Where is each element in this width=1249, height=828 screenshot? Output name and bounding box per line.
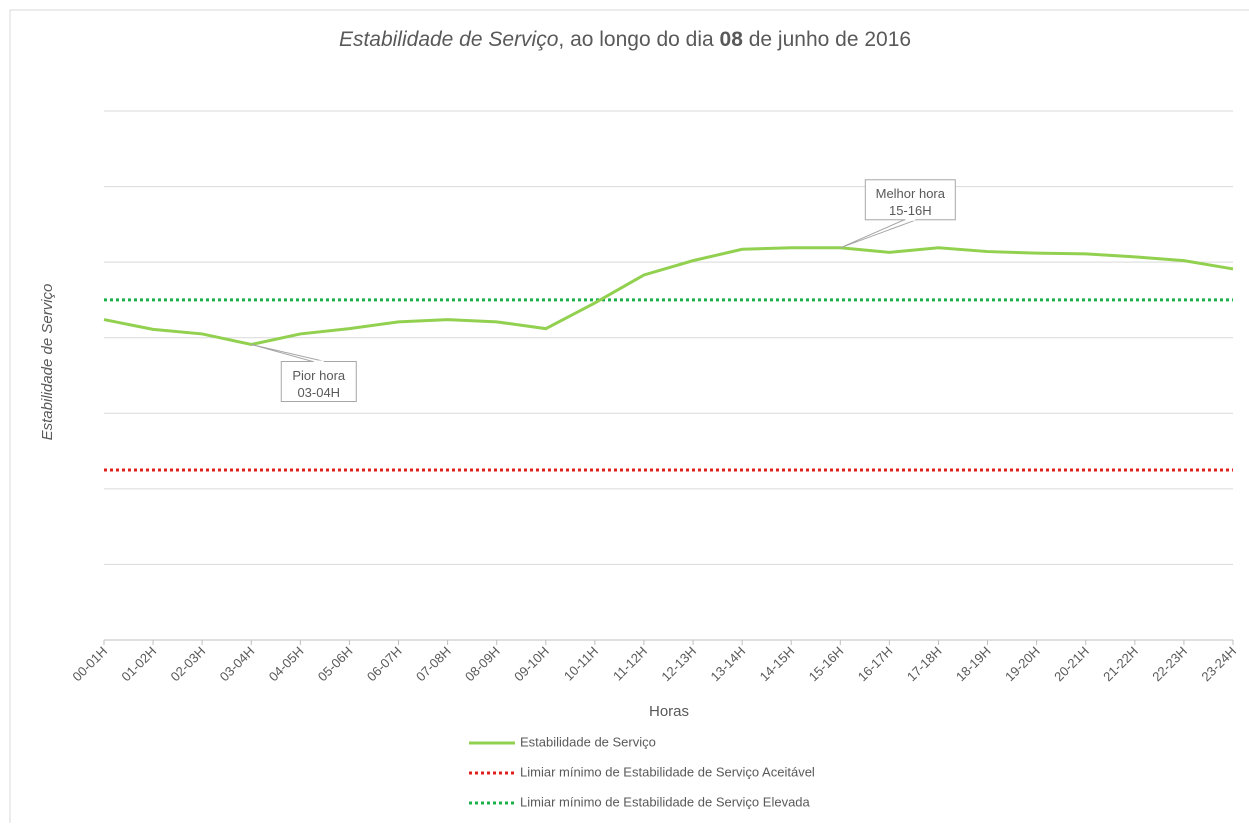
- legend-label: Limiar mínimo de Estabilidade de Serviço…: [520, 764, 815, 779]
- data-line: [103, 246, 1234, 347]
- legend-label: Limiar mínimo de Estabilidade de Serviço…: [520, 794, 811, 809]
- y-axis-title: Estabilidade de Serviço: [39, 284, 56, 441]
- annotation-text: 15-16H: [889, 203, 932, 218]
- annotation-text: Pior hora: [292, 368, 346, 383]
- annotation-box: [280, 361, 357, 403]
- title-part: , ao longo do dia: [558, 28, 719, 51]
- annotation-text: 03-04H: [297, 385, 340, 400]
- x-axis-title: Horas: [649, 703, 689, 720]
- chart-frame: [9, 9, 1249, 828]
- annotation-text: Melhor hora: [876, 186, 946, 201]
- annotation-box: [864, 179, 956, 221]
- legend-label: Estabilidade de Serviço: [520, 734, 656, 749]
- title-part: de junho de 2016: [743, 28, 911, 51]
- title-part: 08: [720, 28, 744, 51]
- title-part: Estabilidade de Serviço: [339, 28, 559, 51]
- chart-title: Estabilidade de Serviço, ao longo do dia…: [339, 28, 911, 51]
